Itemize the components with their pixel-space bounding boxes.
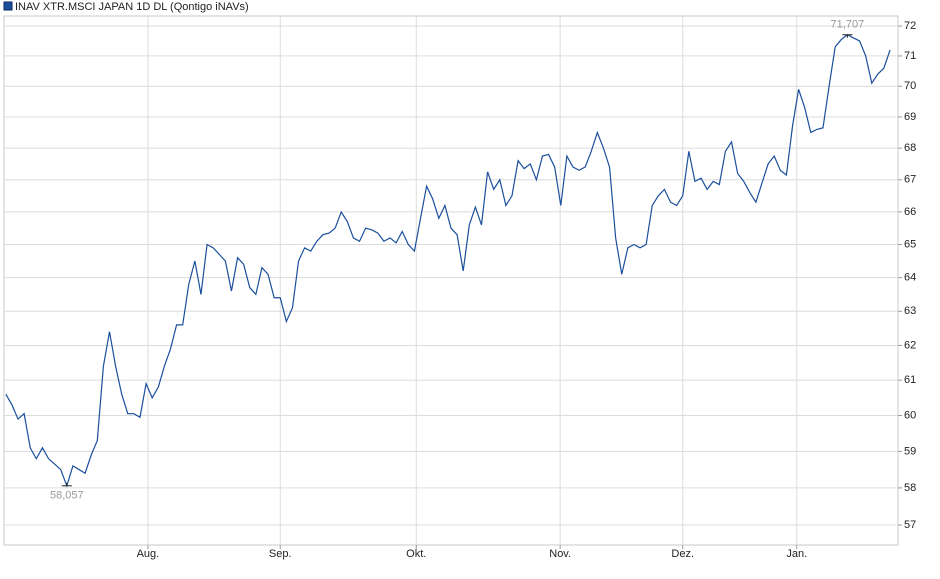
series-line: [5, 34, 891, 488]
y-tick-label: 59: [904, 445, 916, 457]
y-tick-label: 57: [904, 519, 916, 531]
y-tick-label: 68: [904, 142, 916, 154]
annotation-label: 71,707: [831, 19, 865, 31]
legend-label: INAV XTR.MSCI JAPAN 1D DL (Qontigo iNAVs…: [15, 1, 249, 13]
y-tick-label: 71: [904, 50, 916, 62]
y-tick-label: 64: [904, 272, 916, 284]
y-tick-label: 69: [904, 111, 916, 123]
y-tick-label: 61: [904, 374, 916, 386]
x-tick-label: Okt.: [406, 548, 426, 560]
y-tick-label: 70: [904, 80, 916, 92]
x-tick-label: Jan.: [786, 548, 807, 560]
annotation-label: 58,057: [50, 490, 84, 502]
x-tick-label: Dez.: [671, 548, 694, 560]
x-tick-label: Nov.: [549, 548, 571, 560]
y-tick-label: 63: [904, 305, 916, 317]
x-tick-label: Sep.: [269, 548, 292, 560]
y-tick-label: 60: [904, 409, 916, 421]
plot-area: [3, 15, 899, 546]
y-tick-label: 66: [904, 206, 916, 218]
y-tick-label: 58: [904, 482, 916, 494]
x-tick-label: Aug.: [137, 548, 160, 560]
y-tick-label: 67: [904, 174, 916, 186]
y-tick-label: 72: [904, 20, 916, 32]
legend-swatch: [3, 1, 13, 11]
y-tick-label: 62: [904, 339, 916, 351]
y-tick-label: 65: [904, 238, 916, 250]
